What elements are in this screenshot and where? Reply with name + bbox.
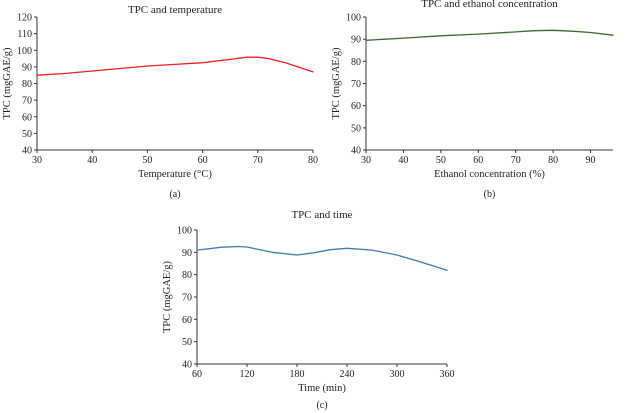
y-tick-label: 100 bbox=[177, 226, 192, 237]
x-tick-label: 50 bbox=[436, 155, 446, 166]
x-tick-label: 80 bbox=[308, 155, 318, 166]
x-tick-label: 300 bbox=[390, 369, 405, 380]
y-tick-label: 70 bbox=[22, 96, 32, 107]
y-tick-label: 40 bbox=[182, 360, 192, 371]
y-tick-label: 50 bbox=[22, 129, 32, 140]
x-tick-label: 40 bbox=[87, 155, 97, 166]
y-tick-label: 90 bbox=[182, 248, 192, 259]
x-tick-label: 60 bbox=[192, 369, 202, 380]
y-tick-label: 100 bbox=[17, 46, 32, 57]
y-tick-label: 70 bbox=[351, 79, 361, 90]
panel-label: (c) bbox=[316, 400, 327, 411]
x-tick-label: 120 bbox=[240, 369, 255, 380]
chart-panel-3: TPC and time 40 50 60 70 80 90 100 60 120 180 240 30… bbox=[162, 209, 455, 411]
panel-label: (a) bbox=[169, 189, 180, 200]
y-axis-label: TPC (mgGAE/g) bbox=[162, 260, 173, 333]
y-tick-label: 100 bbox=[346, 13, 361, 24]
y-tick-label: 80 bbox=[22, 79, 32, 90]
y-tick-label: 90 bbox=[351, 35, 361, 46]
x-tick-label: 50 bbox=[142, 155, 152, 166]
panel-label: (b) bbox=[484, 189, 496, 200]
x-tick-label: 60 bbox=[198, 155, 208, 166]
y-tick-label: 40 bbox=[351, 146, 361, 157]
x-tick-label: 60 bbox=[473, 155, 483, 166]
chart-panel-1: TPC and temperature 40 50 60 70 80 90 100 110 120… bbox=[2, 4, 318, 200]
y-tick-label: 60 bbox=[182, 315, 192, 326]
chart-title: TPC and temperature bbox=[128, 4, 222, 16]
x-tick-label: 40 bbox=[398, 155, 408, 166]
y-tick-label: 70 bbox=[182, 293, 192, 304]
y-tick-label: 60 bbox=[22, 112, 32, 123]
y-tick-label: 60 bbox=[351, 101, 361, 112]
x-tick-label: 70 bbox=[253, 155, 263, 166]
x-tick-label: 240 bbox=[340, 369, 355, 380]
x-tick-label: 90 bbox=[586, 155, 596, 166]
chart-title: TPC and time bbox=[291, 209, 352, 221]
x-axis-label: Ethanol concentration (%) bbox=[434, 169, 545, 180]
x-tick-label: 30 bbox=[32, 155, 42, 166]
chart-title: TPC and ethanol concentration bbox=[421, 0, 558, 10]
x-tick-label: 360 bbox=[440, 369, 455, 380]
y-axis-label: TPC (mgGAE/g) bbox=[2, 47, 13, 120]
y-tick-label: 110 bbox=[17, 29, 32, 40]
y-tick-label: 50 bbox=[182, 337, 192, 348]
chart-panel-2: TPC and ethanol concentration 40 50 60 70 80 9… bbox=[331, 0, 614, 200]
y-tick-label: 80 bbox=[351, 57, 361, 68]
x-axis-label: Time (min) bbox=[298, 383, 346, 394]
y-tick-label: 40 bbox=[22, 146, 32, 157]
y-tick-label: 90 bbox=[22, 62, 32, 73]
series-line bbox=[196, 245, 448, 271]
series-line bbox=[36, 56, 314, 76]
y-tick-label: 80 bbox=[182, 270, 192, 281]
series-line bbox=[365, 29, 614, 41]
x-tick-label: 180 bbox=[290, 369, 305, 380]
y-tick-label: 50 bbox=[351, 123, 361, 134]
x-tick-label: 70 bbox=[511, 155, 521, 166]
x-axis-label: Temperature (°C) bbox=[138, 169, 212, 180]
y-tick-label: 120 bbox=[17, 13, 32, 24]
x-tick-label: 80 bbox=[548, 155, 558, 166]
x-tick-label: 30 bbox=[361, 155, 371, 166]
y-axis-label: TPC (mgGAE/g) bbox=[331, 47, 342, 120]
